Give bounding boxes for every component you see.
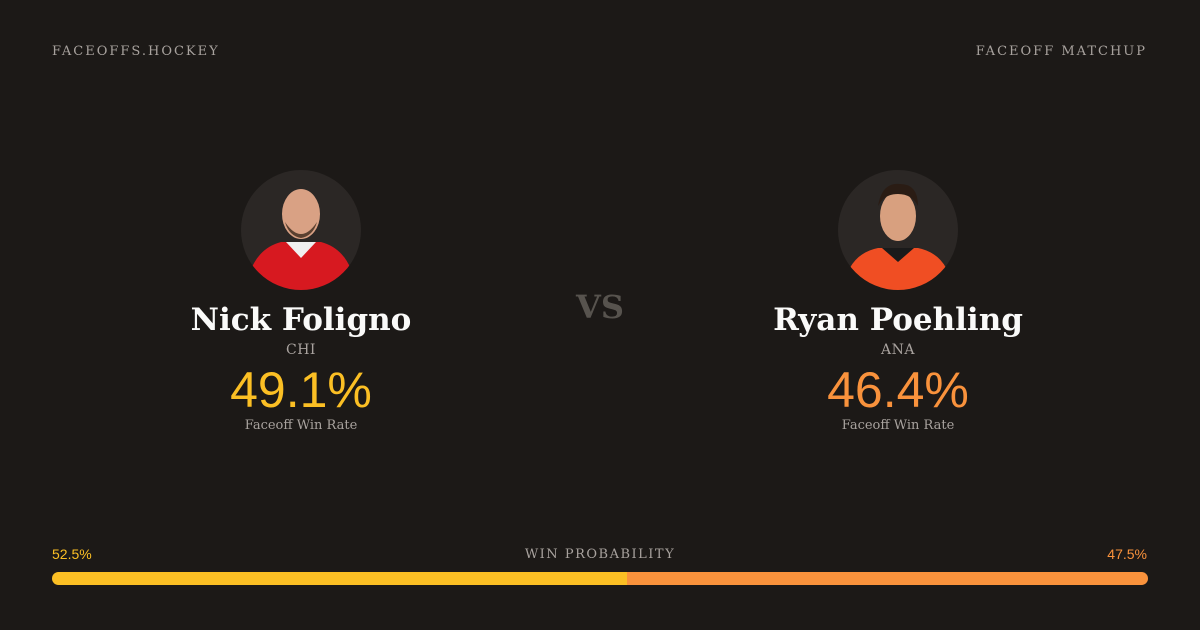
win-rate-label: Faceoff Win Rate: [841, 418, 955, 433]
win-rate-label: Faceoff Win Rate: [244, 418, 358, 433]
probability-segment: [627, 572, 1148, 585]
win-rate: 49.1%: [230, 362, 372, 418]
right-probability: 47.5%: [1107, 546, 1147, 562]
player-card: Nick Foligno CHI 49.1% Faceoff Win Rate: [101, 170, 501, 433]
versus: VS: [576, 288, 624, 326]
player-photo: [838, 170, 958, 290]
win-rate: 46.4%: [827, 362, 969, 418]
left-probability: 52.5%: [52, 546, 92, 562]
player-photo: [241, 170, 361, 290]
player-card: Ryan Poehling ANA 46.4% Faceoff Win Rate: [698, 170, 1098, 433]
player-team: CHI: [286, 342, 316, 358]
probability-label: WIN PROBABILITY: [524, 547, 676, 562]
card-label: FACEOFF MATCHUP: [975, 44, 1147, 59]
player-team: ANA: [881, 342, 915, 358]
probability-bar: [52, 572, 1148, 585]
site-name: FACEOFFS.HOCKEY: [52, 44, 220, 59]
player-name: Ryan Poehling: [773, 302, 1023, 338]
player-name: Nick Foligno: [190, 302, 412, 338]
probability-segment: [52, 572, 628, 585]
